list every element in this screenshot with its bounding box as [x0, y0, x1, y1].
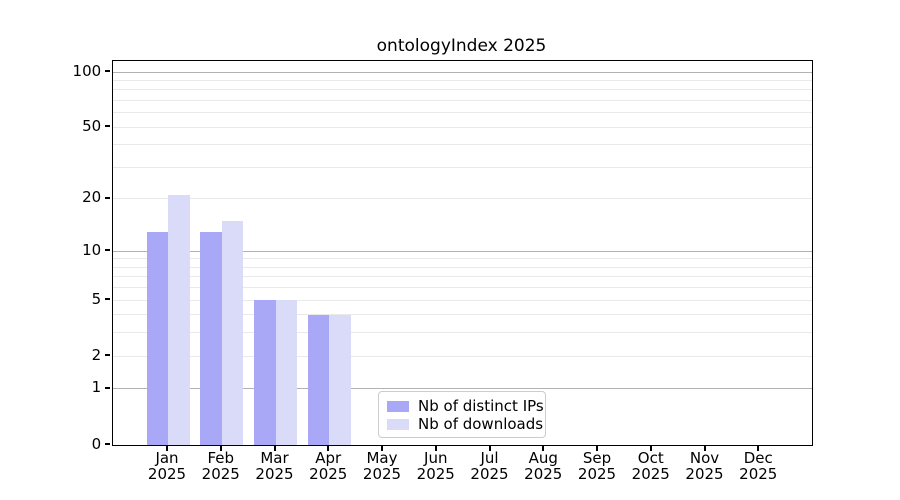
y-tick-label-20: 20: [82, 188, 102, 207]
gridline-minor-50: [113, 126, 812, 128]
gridline-minor-3: [113, 332, 812, 334]
y-tick-label-50: 50: [82, 116, 102, 135]
gridline-minor-20: [113, 198, 812, 200]
bar-downloads-apr: [329, 314, 351, 445]
x-tick-mark-aug: [542, 445, 545, 451]
x-tick-mark-feb: [219, 445, 222, 451]
y-tick-label-100: 100: [72, 61, 102, 80]
gridline-minor-2: [113, 355, 812, 357]
x-tick-label-oct: Oct 2025: [631, 448, 670, 483]
gridline-minor-5: [113, 299, 812, 301]
x-tick-label-mar: Mar 2025: [255, 448, 294, 483]
x-tick-label-jul: Jul 2025: [470, 448, 509, 483]
bar-downloads-feb: [221, 220, 244, 445]
x-tick-label-sep: Sep 2025: [577, 448, 617, 483]
x-tick-mark-apr: [327, 445, 330, 451]
x-tick-mark-dec: [757, 445, 760, 451]
x-tick-mark-sep: [596, 445, 598, 451]
y-tick-label-2: 2: [91, 345, 102, 364]
gridline-minor-70: [113, 99, 812, 101]
gridline-major-100: [113, 71, 812, 73]
x-tick-label-aug: Aug 2025: [524, 448, 563, 483]
bar-downloads-mar: [275, 300, 297, 445]
gridline-major-10: [113, 250, 812, 252]
y-tick-mark-1: [105, 386, 111, 389]
gridline-major-1: [113, 388, 812, 390]
y-tick-mark-20: [105, 196, 111, 199]
x-tick-mark-jun: [434, 445, 437, 451]
x-tick-mark-jul: [488, 445, 491, 451]
gridline-minor-6: [113, 287, 812, 289]
y-tick-mark-100: [105, 70, 111, 72]
x-tick-label-feb: Feb 2025: [201, 448, 240, 483]
legend-swatch-distinct-ips: [387, 400, 409, 412]
y-tick-mark-0: [105, 443, 111, 445]
bar-distinct-ips-feb: [200, 231, 222, 445]
legend: Nb of distinct IPs Nb of downloads: [378, 391, 546, 438]
x-tick-mark-oct: [649, 445, 652, 451]
gridline-minor-9: [113, 258, 812, 260]
plot-area: [112, 60, 813, 446]
y-tick-mark-5: [105, 298, 111, 301]
legend-label-distinct-ips: Nb of distinct IPs: [418, 397, 544, 415]
legend-item-distinct-ips: Nb of distinct IPs: [387, 397, 544, 415]
chart-title: ontologyIndex 2025: [376, 36, 547, 56]
gridline-minor-30: [113, 166, 812, 168]
gridline-minor-90: [113, 79, 812, 81]
y-tick-mark-2: [105, 354, 111, 357]
bar-distinct-ips-apr: [307, 314, 330, 445]
gridline-minor-60: [113, 112, 812, 114]
x-tick-label-jan: Jan 2025: [147, 448, 187, 483]
legend-label-downloads: Nb of downloads: [418, 415, 544, 433]
bar-distinct-ips-mar: [254, 300, 276, 445]
bar-downloads-jan: [168, 195, 190, 445]
y-tick-label-5: 5: [91, 289, 102, 308]
gridline-minor-4: [113, 314, 812, 316]
y-tick-label-0: 0: [91, 434, 102, 453]
y-tick-label-1: 1: [91, 378, 102, 397]
bar-distinct-ips-jan: [146, 231, 168, 445]
y-tick-mark-50: [105, 125, 111, 128]
x-tick-mark-jan: [166, 445, 168, 451]
x-tick-mark-may: [381, 445, 383, 451]
x-tick-label-nov: Nov 2025: [685, 448, 724, 483]
x-tick-label-dec: Dec 2025: [739, 448, 778, 483]
x-tick-mark-nov: [703, 445, 706, 451]
x-tick-mark-mar: [273, 445, 276, 451]
y-tick-mark-10: [105, 249, 111, 252]
x-tick-label-may: May 2025: [362, 448, 402, 483]
y-tick-label-10: 10: [82, 240, 102, 259]
legend-item-downloads: Nb of downloads: [387, 415, 543, 433]
gridline-minor-8: [113, 266, 812, 268]
x-tick-label-jun: Jun 2025: [416, 448, 455, 483]
gridline-minor-80: [113, 89, 812, 91]
x-tick-label-apr: Apr 2025: [309, 448, 348, 483]
gridline-minor-40: [113, 144, 812, 146]
gridline-minor-7: [113, 276, 812, 278]
legend-swatch-downloads: [387, 418, 409, 430]
